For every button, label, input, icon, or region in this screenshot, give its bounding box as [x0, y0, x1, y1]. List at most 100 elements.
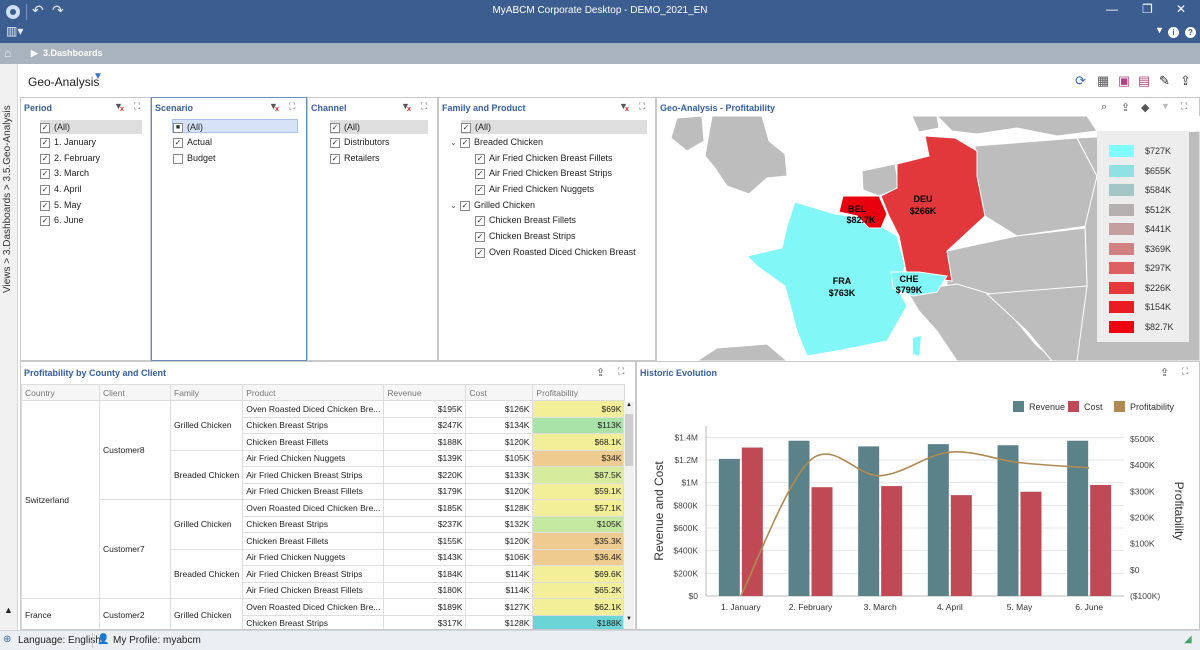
clear-filter-icon[interactable]: ▼ x [619, 101, 629, 113]
table-row[interactable]: France Customer2 Grilled Chicken Oven Roast… [21, 598, 626, 629]
views-sidebar[interactable]: Views > 3.Dashboards > 3.5.Geo-Analysis … [0, 64, 18, 630]
layers-icon[interactable]: ◆ [1141, 102, 1150, 114]
export-icon[interactable]: ⇪ [596, 367, 606, 379]
layout-menu-icon[interactable]: ▥▾ [6, 24, 24, 38]
filter-icon[interactable]: ▼ [1161, 101, 1170, 111]
breadcrumb[interactable]: ▶ 3.Dashboards [31, 48, 103, 58]
maximize-icon[interactable]: ⛶ [421, 101, 428, 111]
filter-icon[interactable]: ▼ [93, 71, 103, 82]
close-icon[interactable]: ✕ [1176, 2, 1187, 16]
family-item-all[interactable]: ✓ (All) [461, 120, 647, 134]
export-icon[interactable]: ⇪ [1121, 102, 1131, 114]
collapse-icon[interactable]: ⌄ [450, 201, 457, 210]
table-row[interactable]: Air Fried Chicken Breast Strips $220K $133… [22, 466, 626, 484]
home-icon[interactable]: ⌂ [4, 46, 12, 60]
checkbox[interactable]: ✓ [173, 137, 183, 148]
table-row[interactable]: Air Fried Chicken Breast Strips $184K $114… [22, 565, 626, 583]
checkbox[interactable]: ✓ [40, 122, 50, 133]
checkbox[interactable]: ✓ [40, 153, 50, 164]
period-item[interactable]: ✓ 4. April [40, 182, 82, 196]
minimize-icon[interactable]: — [1106, 2, 1118, 16]
column-header[interactable]: Country [21, 384, 100, 401]
clear-filter-icon[interactable]: ▼ x [269, 101, 279, 113]
refresh-icon[interactable]: ⟳ [1075, 73, 1086, 88]
scroll-down-icon[interactable]: ▼ [626, 616, 632, 622]
checkbox[interactable]: ✓ [40, 168, 50, 179]
period-item[interactable]: ✓ 2. February [40, 151, 100, 165]
checkbox[interactable]: ✓ [40, 215, 50, 226]
table-row[interactable]: Switzerland Customer8 Grilled Chicken Oven … [21, 400, 626, 599]
checkbox[interactable]: ✓ [475, 184, 485, 195]
region-switzerland[interactable] [890, 271, 948, 297]
redo-icon[interactable]: ↷ [52, 2, 64, 18]
checkbox[interactable]: ✓ [40, 137, 50, 148]
export-icon[interactable]: ⇪ [1180, 73, 1191, 88]
checkbox[interactable]: ✓ [475, 231, 485, 242]
column-header[interactable]: Profitability [532, 384, 626, 401]
table-row[interactable]: Chicken Breast Fillets $155K $120K $35.3K [22, 532, 626, 550]
map-view[interactable]: DEU $266K BEL $82.7K FRA $763K CHE $799K… [657, 116, 1200, 361]
help-icon[interactable]: ? [1185, 27, 1196, 38]
table-scrollbar[interactable]: ▲ ▼ [623, 402, 634, 629]
restore-icon[interactable]: ❐ [1142, 2, 1153, 16]
product-item[interactable]: ✓ Chicken Breast Fillets [475, 213, 576, 227]
table-row[interactable]: Air Fried Chicken Breast Fillets $180K $11… [22, 581, 626, 599]
period-item[interactable]: ✓ (All) [40, 120, 142, 134]
maximize-icon[interactable]: ⛶ [639, 101, 646, 111]
historic-chart[interactable]: $0 $200K $400K $600K $800K $1M $1.2M $1.4M ($100… [637, 380, 1199, 630]
collapse-icon[interactable]: ⌄ [450, 138, 457, 147]
maximize-icon[interactable]: ⛶ [1181, 101, 1188, 111]
language-status[interactable]: Language: English [18, 635, 101, 646]
checkbox[interactable]: ✓ [330, 153, 340, 164]
maximize-icon[interactable]: ⛶ [134, 101, 141, 111]
undo-icon[interactable]: ↶ [32, 2, 44, 18]
checkbox[interactable]: ✓ [460, 137, 470, 148]
scenario-item[interactable]: Budget [173, 151, 216, 165]
checkbox[interactable]: ✓ [475, 247, 485, 258]
maximize-icon[interactable]: ⛶ [618, 366, 625, 376]
region-germany[interactable] [880, 135, 986, 282]
checkbox[interactable]: ■ [173, 122, 183, 133]
period-item[interactable]: ✓ 5. May [40, 198, 81, 212]
column-header[interactable]: Revenue [383, 384, 467, 401]
checkbox[interactable]: ✓ [461, 122, 471, 133]
table-row[interactable]: Chicken Breast Strips $237K $132K $105K [22, 515, 626, 533]
checkbox[interactable]: ✓ [40, 184, 50, 195]
column-header[interactable]: Cost [465, 384, 534, 401]
scenario-item[interactable]: ✓ Actual [173, 135, 212, 149]
clear-filter-icon[interactable]: ▼ x [114, 101, 124, 113]
region-corsica[interactable] [913, 336, 921, 356]
clear-filter-icon[interactable]: ▼ x [401, 101, 411, 113]
product-item[interactable]: ✓ Chicken Breast Strips [475, 229, 576, 243]
export-icon[interactable]: ⇪ [1160, 367, 1170, 379]
collapse-arrow-icon[interactable]: ▲ [4, 605, 13, 615]
region-belgium[interactable] [838, 195, 888, 229]
column-header[interactable]: Product [242, 384, 385, 401]
family-group[interactable]: ⌄ ✓ Breaded Chicken [450, 135, 543, 149]
table-row[interactable]: Air Fried Chicken Breast Fillets $179K $12… [22, 482, 626, 500]
edit-icon[interactable]: ✎ [1159, 73, 1170, 88]
save-icon[interactable]: ▣ [1118, 73, 1131, 88]
checkbox[interactable]: ✓ [40, 200, 50, 211]
checkbox[interactable]: ✓ [475, 215, 485, 226]
period-item[interactable]: ✓ 3. March [40, 166, 89, 180]
period-item[interactable]: ✓ 6. June [40, 213, 84, 227]
checkbox[interactable]: ✓ [330, 122, 340, 133]
info-icon[interactable]: i [1168, 27, 1179, 38]
table-row[interactable]: Customer7 Grilled Chicken Oven Roasted Dic… [22, 499, 626, 599]
checkbox[interactable]: ✓ [460, 200, 470, 211]
zoom-icon[interactable]: ⌕ [1101, 101, 1108, 113]
grid-icon[interactable]: ▦ [1097, 73, 1110, 88]
channel-item[interactable]: ✓ Distributors [330, 135, 390, 149]
product-item[interactable]: ✓ Oven Roasted Diced Chicken Breast [475, 245, 636, 259]
column-header[interactable]: Family [169, 384, 244, 401]
profile-status[interactable]: My Profile: myabcm [113, 635, 201, 646]
channel-item[interactable]: ✓ Retailers [330, 151, 380, 165]
dropdown-arrow-icon[interactable]: ▾ [1156, 25, 1163, 36]
maximize-icon[interactable]: ⛶ [1182, 366, 1189, 376]
product-item[interactable]: ✓ Air Fried Chicken Breast Strips [475, 166, 612, 180]
checkbox[interactable]: ✓ [475, 168, 485, 179]
family-group[interactable]: ⌄ ✓ Grilled Chicken [450, 198, 535, 212]
table-row[interactable]: Breaded Chicken Air Fried Chicken Nuggets… [22, 548, 626, 599]
save-as-icon[interactable]: ▤ [1138, 73, 1151, 88]
